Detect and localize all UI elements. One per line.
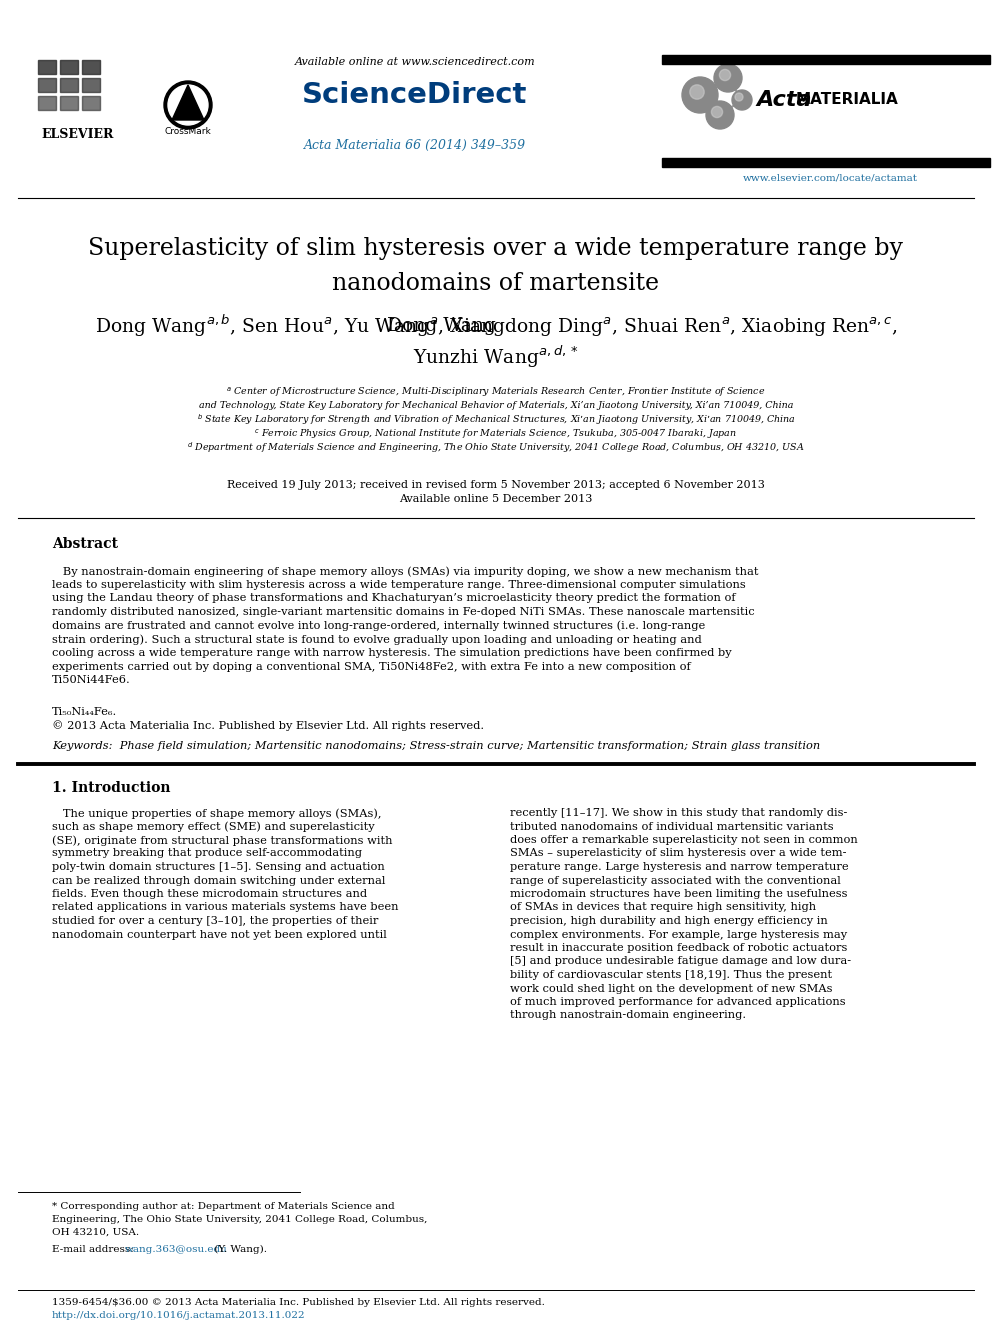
Text: wang.363@osu.edu: wang.363@osu.edu [125, 1245, 228, 1254]
Text: work could shed light on the development of new SMAs: work could shed light on the development… [510, 983, 832, 994]
Circle shape [714, 64, 742, 93]
Text: Ti₅₀Ni₄₄Fe₆.: Ti₅₀Ni₄₄Fe₆. [52, 706, 117, 717]
Text: bility of cardiovascular stents [18,19]. Thus the present: bility of cardiovascular stents [18,19].… [510, 970, 832, 980]
Text: studied for over a century [3–10], the properties of their: studied for over a century [3–10], the p… [52, 916, 378, 926]
Text: © 2013 Acta Materialia Inc. Published by Elsevier Ltd. All rights reserved.: © 2013 Acta Materialia Inc. Published by… [52, 721, 484, 732]
Text: does offer a remarkable superelasticity not seen in common: does offer a remarkable superelasticity … [510, 835, 858, 845]
Bar [82, 78, 100, 93]
Text: related applications in various materials systems have been: related applications in various material… [52, 902, 399, 913]
Circle shape [735, 93, 743, 101]
Text: result in inaccurate position feedback of robotic actuators: result in inaccurate position feedback o… [510, 943, 847, 953]
Bar [60, 97, 78, 110]
Text: symmetry breaking that produce self-accommodating: symmetry breaking that produce self-acco… [52, 848, 362, 859]
Text: precision, high durability and high energy efficiency in: precision, high durability and high ener… [510, 916, 827, 926]
Text: Dong Wang$^{a,b}$, Sen Hou$^{a}$, Yu Wang$^{a}$, Xiangdong Ding$^{a}$, Shuai Ren: Dong Wang$^{a,b}$, Sen Hou$^{a}$, Yu Wan… [94, 314, 898, 339]
Text: CrossMark: CrossMark [165, 127, 211, 136]
Circle shape [732, 90, 752, 110]
Polygon shape [172, 85, 204, 120]
Text: Dong Wang: Dong Wang [387, 318, 496, 335]
Text: Available online 5 December 2013: Available online 5 December 2013 [400, 493, 592, 504]
Text: By nanostrain-domain engineering of shape memory alloys (SMAs) via impurity dopi: By nanostrain-domain engineering of shap… [52, 566, 759, 685]
Circle shape [719, 69, 730, 81]
Bar [82, 60, 100, 74]
Text: recently [11–17]. We show in this study that randomly dis-: recently [11–17]. We show in this study … [510, 808, 847, 818]
Text: Received 19 July 2013; received in revised form 5 November 2013; accepted 6 Nove: Received 19 July 2013; received in revis… [227, 480, 765, 490]
Bar [38, 97, 56, 110]
Text: $^{b}$ State Key Laboratory for Strength and Vibration of Mechanical Structures,: $^{b}$ State Key Laboratory for Strength… [196, 413, 796, 427]
Text: Superelasticity of slim hysteresis over a wide temperature range by: Superelasticity of slim hysteresis over … [88, 237, 904, 259]
Text: of SMAs in devices that require high sensitivity, high: of SMAs in devices that require high sen… [510, 902, 816, 913]
Text: ELSEVIER: ELSEVIER [42, 128, 114, 142]
Text: http://dx.doi.org/10.1016/j.actamat.2013.11.022: http://dx.doi.org/10.1016/j.actamat.2013… [52, 1311, 306, 1320]
Text: Acta: Acta [756, 90, 811, 110]
Text: $^{a}$ Center of Microstructure Science, Multi-Disciplinary Materials Research C: $^{a}$ Center of Microstructure Science,… [226, 385, 766, 400]
Bar [60, 78, 78, 93]
Text: 1359-6454/$36.00 © 2013 Acta Materialia Inc. Published by Elsevier Ltd. All righ: 1359-6454/$36.00 © 2013 Acta Materialia … [52, 1298, 545, 1307]
Text: nanodomains of martensite: nanodomains of martensite [332, 273, 660, 295]
Circle shape [682, 77, 718, 112]
Text: www.elsevier.com/locate/actamat: www.elsevier.com/locate/actamat [742, 173, 918, 183]
Circle shape [689, 85, 704, 99]
Bar [82, 97, 100, 110]
Text: through nanostrain-domain engineering.: through nanostrain-domain engineering. [510, 1011, 746, 1020]
Circle shape [706, 101, 734, 130]
Text: Available online at www.sciencedirect.com: Available online at www.sciencedirect.co… [295, 57, 536, 67]
Text: poly-twin domain structures [1–5]. Sensing and actuation: poly-twin domain structures [1–5]. Sensi… [52, 863, 385, 872]
Text: fields. Even though these microdomain structures and: fields. Even though these microdomain st… [52, 889, 367, 900]
Text: and Technology, State Key Laboratory for Mechanical Behavior of Materials, Xi’an: and Technology, State Key Laboratory for… [198, 401, 794, 410]
Text: complex environments. For example, large hysteresis may: complex environments. For example, large… [510, 930, 847, 939]
Text: ScienceDirect: ScienceDirect [303, 81, 528, 108]
Text: such as shape memory effect (SME) and superelasticity: such as shape memory effect (SME) and su… [52, 822, 375, 832]
Text: The unique properties of shape memory alloys (SMAs),: The unique properties of shape memory al… [52, 808, 382, 819]
Text: 1. Introduction: 1. Introduction [52, 781, 171, 795]
Text: SMAs – superelasticity of slim hysteresis over a wide tem-: SMAs – superelasticity of slim hysteresi… [510, 848, 846, 859]
Text: OH 43210, USA.: OH 43210, USA. [52, 1228, 139, 1237]
Text: Engineering, The Ohio State University, 2041 College Road, Columbus,: Engineering, The Ohio State University, … [52, 1215, 428, 1224]
Text: Acta Materialia 66 (2014) 349–359: Acta Materialia 66 (2014) 349–359 [304, 139, 526, 152]
Circle shape [711, 106, 722, 118]
Text: (SE), originate from structural phase transformations with: (SE), originate from structural phase tr… [52, 835, 393, 845]
Text: range of superelasticity associated with the conventional: range of superelasticity associated with… [510, 876, 841, 885]
Text: Yunzhi Wang$^{a,d,*}$: Yunzhi Wang$^{a,d,*}$ [413, 344, 579, 370]
Text: Abstract: Abstract [52, 537, 118, 550]
Text: [5] and produce undesirable fatigue damage and low dura-: [5] and produce undesirable fatigue dama… [510, 957, 851, 967]
Circle shape [168, 85, 208, 124]
Text: tributed nanodomains of individual martensitic variants: tributed nanodomains of individual marte… [510, 822, 833, 831]
Text: E-mail address:: E-mail address: [52, 1245, 137, 1254]
Bar [662, 157, 990, 167]
Text: can be realized through domain switching under external: can be realized through domain switching… [52, 876, 385, 885]
Bar [60, 60, 78, 74]
Bar [662, 56, 990, 64]
Text: nanodomain counterpart have not yet been explored until: nanodomain counterpart have not yet been… [52, 930, 387, 939]
Circle shape [164, 81, 212, 130]
Text: Keywords:  Phase field simulation; Martensitic nanodomains; Stress-strain curve;: Keywords: Phase field simulation; Marten… [52, 741, 820, 751]
Bar [38, 78, 56, 93]
Text: $^{d}$ Department of Materials Science and Engineering, The Ohio State Universit: $^{d}$ Department of Materials Science a… [187, 441, 805, 455]
Text: microdomain structures have been limiting the usefulness: microdomain structures have been limitin… [510, 889, 847, 900]
Text: MATERIALIA: MATERIALIA [796, 93, 899, 107]
Text: $^{c}$ Ferroic Physics Group, National Institute for Materials Science, Tsukuba,: $^{c}$ Ferroic Physics Group, National I… [255, 427, 737, 441]
Text: (Y. Wang).: (Y. Wang). [211, 1245, 267, 1254]
Bar [38, 60, 56, 74]
Text: perature range. Large hysteresis and narrow temperature: perature range. Large hysteresis and nar… [510, 863, 848, 872]
Text: * Corresponding author at: Department of Materials Science and: * Corresponding author at: Department of… [52, 1203, 395, 1211]
Text: of much improved performance for advanced applications: of much improved performance for advance… [510, 998, 845, 1007]
